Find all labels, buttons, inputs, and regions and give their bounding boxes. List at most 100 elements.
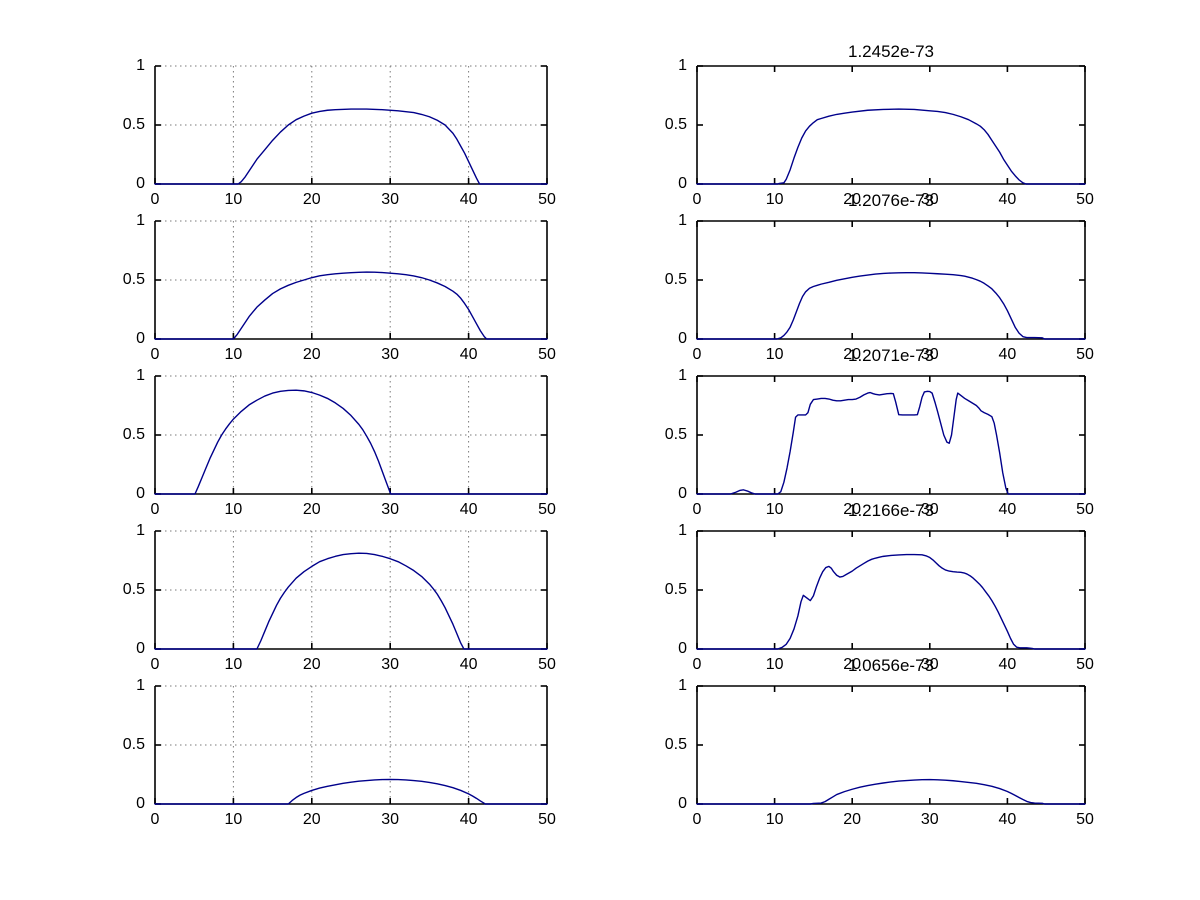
y-tick-label: 1	[678, 57, 687, 74]
x-tick-label: 10	[765, 191, 784, 208]
membership-curve	[696, 108, 1086, 185]
x-tick-label: 0	[692, 811, 702, 828]
x-tick-label: 20	[302, 191, 321, 208]
membership-curve	[696, 390, 1086, 495]
y-tick-label: 1	[136, 522, 145, 539]
plot-title: 1.2076e-73	[847, 191, 935, 210]
x-tick-label: 40	[998, 346, 1017, 363]
x-tick-label: 20	[843, 191, 862, 208]
y-tick-label: 0	[678, 330, 687, 347]
x-tick-label: 0	[150, 501, 160, 518]
y-tick-label: 0.5	[664, 116, 687, 133]
plot-area-row3-right	[696, 375, 1086, 495]
x-tick-label: 10	[765, 811, 784, 828]
subplot-row4-right: 0 0.5 1 0 10 20 30 40 50 1.2166e-73	[665, 501, 1094, 673]
membership-curve	[154, 108, 548, 185]
x-tick-label: 0	[692, 191, 702, 208]
x-tick-label: 0	[150, 346, 160, 363]
plot-title: 1.2071e-73	[847, 346, 935, 365]
x-tick-label: 30	[381, 811, 400, 828]
y-tick-label: 0.5	[122, 736, 145, 753]
x-tick-label: 10	[224, 501, 243, 518]
plot-title: 1.2166e-73	[847, 501, 935, 520]
y-tick-label: 0.5	[122, 581, 145, 598]
x-tick-label: 40	[998, 191, 1017, 208]
x-tick-label: 40	[998, 656, 1017, 673]
plot-area-row4-left	[154, 530, 548, 650]
y-tick-label: 0	[136, 330, 145, 347]
x-tick-label: 10	[224, 191, 243, 208]
y-tick-label: 0.5	[664, 736, 687, 753]
x-tick-label: 20	[843, 656, 862, 673]
x-tick-label: 0	[150, 811, 160, 828]
y-tick-label: 1	[136, 212, 145, 229]
x-tick-label: 10	[765, 656, 784, 673]
y-tick-label: 0	[678, 485, 687, 502]
x-tick-label: 40	[459, 656, 478, 673]
y-tick-label: 0.5	[122, 271, 145, 288]
x-tick-label: 0	[692, 501, 702, 518]
membership-curve	[154, 271, 548, 340]
subplot-row1-left: 0 0.5 1 0 10 20 30 40 50	[123, 57, 556, 208]
x-tick-label: 30	[381, 501, 400, 518]
subplot-row2-left: 0 0.5 1 0 10 20 30 40 50	[123, 212, 556, 363]
x-tick-label: 10	[224, 811, 243, 828]
plot-area-row1-left	[154, 65, 548, 185]
subplot-row5-right: 0 0.5 1 0 10 20 30 40 50 1.0656e-73	[665, 656, 1094, 828]
x-tick-label: 50	[1076, 501, 1094, 518]
x-tick-label: 30	[920, 191, 939, 208]
plot-area-row5-left	[154, 685, 548, 805]
y-tick-label: 0	[136, 175, 145, 192]
subplot-row2-right: 0 0.5 1 0 10 20 30 40 50 1.2076e-73	[665, 191, 1094, 363]
y-tick-label: 0.5	[664, 581, 687, 598]
membership-curve	[154, 389, 548, 495]
subplot-row3-left: 0 0.5 1 0 10 20 30 40 50	[123, 367, 556, 518]
y-tick-label: 1	[678, 522, 687, 539]
subplot-row5-left: 0 0.5 1 0 10 20 30 40 50	[123, 677, 556, 828]
x-tick-label: 50	[538, 191, 556, 208]
y-tick-label: 0.5	[122, 426, 145, 443]
plot-area-row2-right	[696, 220, 1086, 340]
x-tick-label: 50	[1076, 346, 1094, 363]
x-tick-label: 50	[1076, 656, 1094, 673]
plot-area-row2-left	[154, 220, 548, 340]
x-tick-label: 30	[920, 501, 939, 518]
y-tick-label: 0	[678, 795, 687, 812]
x-tick-label: 10	[224, 656, 243, 673]
x-tick-label: 50	[538, 346, 556, 363]
membership-curve	[696, 553, 1086, 650]
x-tick-label: 10	[224, 346, 243, 363]
membership-curve	[154, 778, 548, 805]
y-tick-label: 1	[678, 212, 687, 229]
y-tick-label: 1	[136, 677, 145, 694]
y-tick-label: 0	[136, 640, 145, 657]
plot-title: 1.0656e-73	[847, 656, 935, 675]
y-tick-label: 0.5	[664, 426, 687, 443]
subplot-row1-right: 0 0.5 1 0 10 20 30 40 50 1.2452e-73	[665, 42, 1094, 208]
x-tick-label: 20	[843, 346, 862, 363]
x-tick-label: 0	[150, 656, 160, 673]
y-tick-label: 1	[678, 677, 687, 694]
x-tick-label: 20	[843, 811, 862, 828]
x-tick-label: 20	[302, 346, 321, 363]
x-tick-label: 20	[843, 501, 862, 518]
x-tick-label: 40	[459, 346, 478, 363]
x-tick-label: 50	[538, 811, 556, 828]
x-tick-label: 20	[302, 501, 321, 518]
y-tick-label: 0	[678, 640, 687, 657]
y-tick-label: 1	[136, 57, 145, 74]
plot-area-row5-right	[696, 685, 1086, 805]
membership-curve	[154, 552, 548, 650]
x-tick-label: 30	[920, 346, 939, 363]
plot-area-row1-right	[696, 65, 1086, 185]
y-tick-label: 0	[136, 795, 145, 812]
x-tick-label: 0	[692, 656, 702, 673]
subplot-row4-left: 0 0.5 1 0 10 20 30 40 50	[123, 522, 556, 673]
x-tick-label: 50	[538, 656, 556, 673]
subplot-row3-right: 0 0.5 1 0 10 20 30 40 50 1.2071e-73	[665, 346, 1094, 518]
x-tick-label: 40	[998, 811, 1017, 828]
x-tick-label: 50	[1076, 191, 1094, 208]
membership-curve	[696, 271, 1086, 340]
plot-area-row4-right	[696, 530, 1086, 650]
